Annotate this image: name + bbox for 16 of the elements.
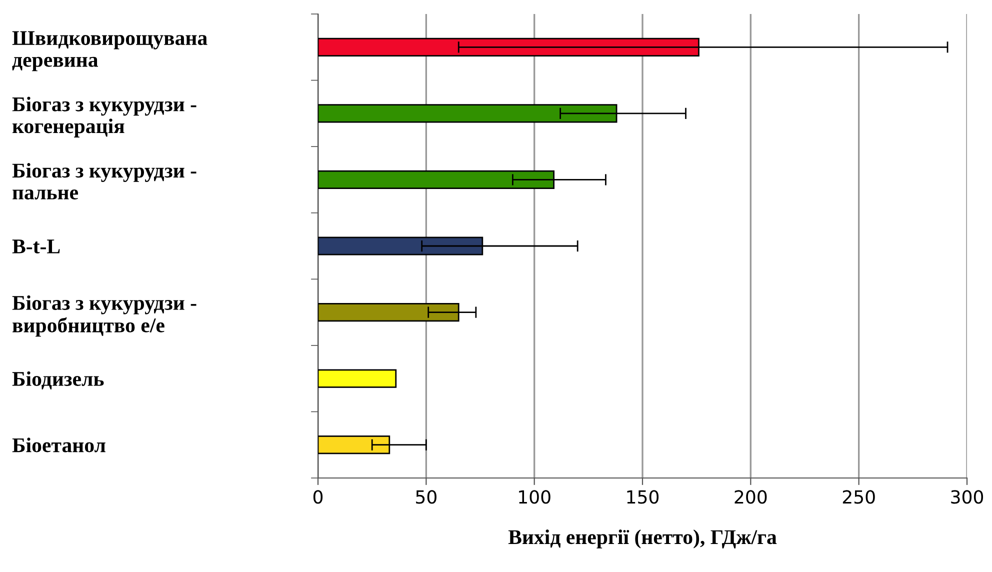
x-tick-label: 150: [627, 490, 659, 504]
y-tick-label: Біогаз з кукурудзи - виробництво е/е: [12, 295, 196, 337]
y-tick-label: Швидковирощувана деревина: [12, 31, 208, 72]
x-tick-label: 100: [519, 490, 550, 504]
x-tick-label: 200: [734, 490, 767, 504]
y-tick-label: Біодизель: [12, 371, 104, 390]
x-tick-label: 50: [416, 490, 436, 504]
y-tick-label: Біогаз з кукурудзи - когенерація: [12, 96, 196, 138]
y-tick-label: Біогаз з кукурудзи - пальне: [12, 163, 196, 200]
x-axis-title: Вихід енергії (нетто), ГДж/га: [508, 530, 777, 548]
x-tick-label: 250: [842, 490, 875, 504]
y-tick-label: Біоетанол: [12, 438, 106, 452]
x-tick-label: 0: [313, 490, 323, 504]
bar: [318, 369, 397, 388]
x-tick-label: 300: [951, 490, 984, 504]
y-tick-label: B-t-L: [12, 240, 60, 254]
